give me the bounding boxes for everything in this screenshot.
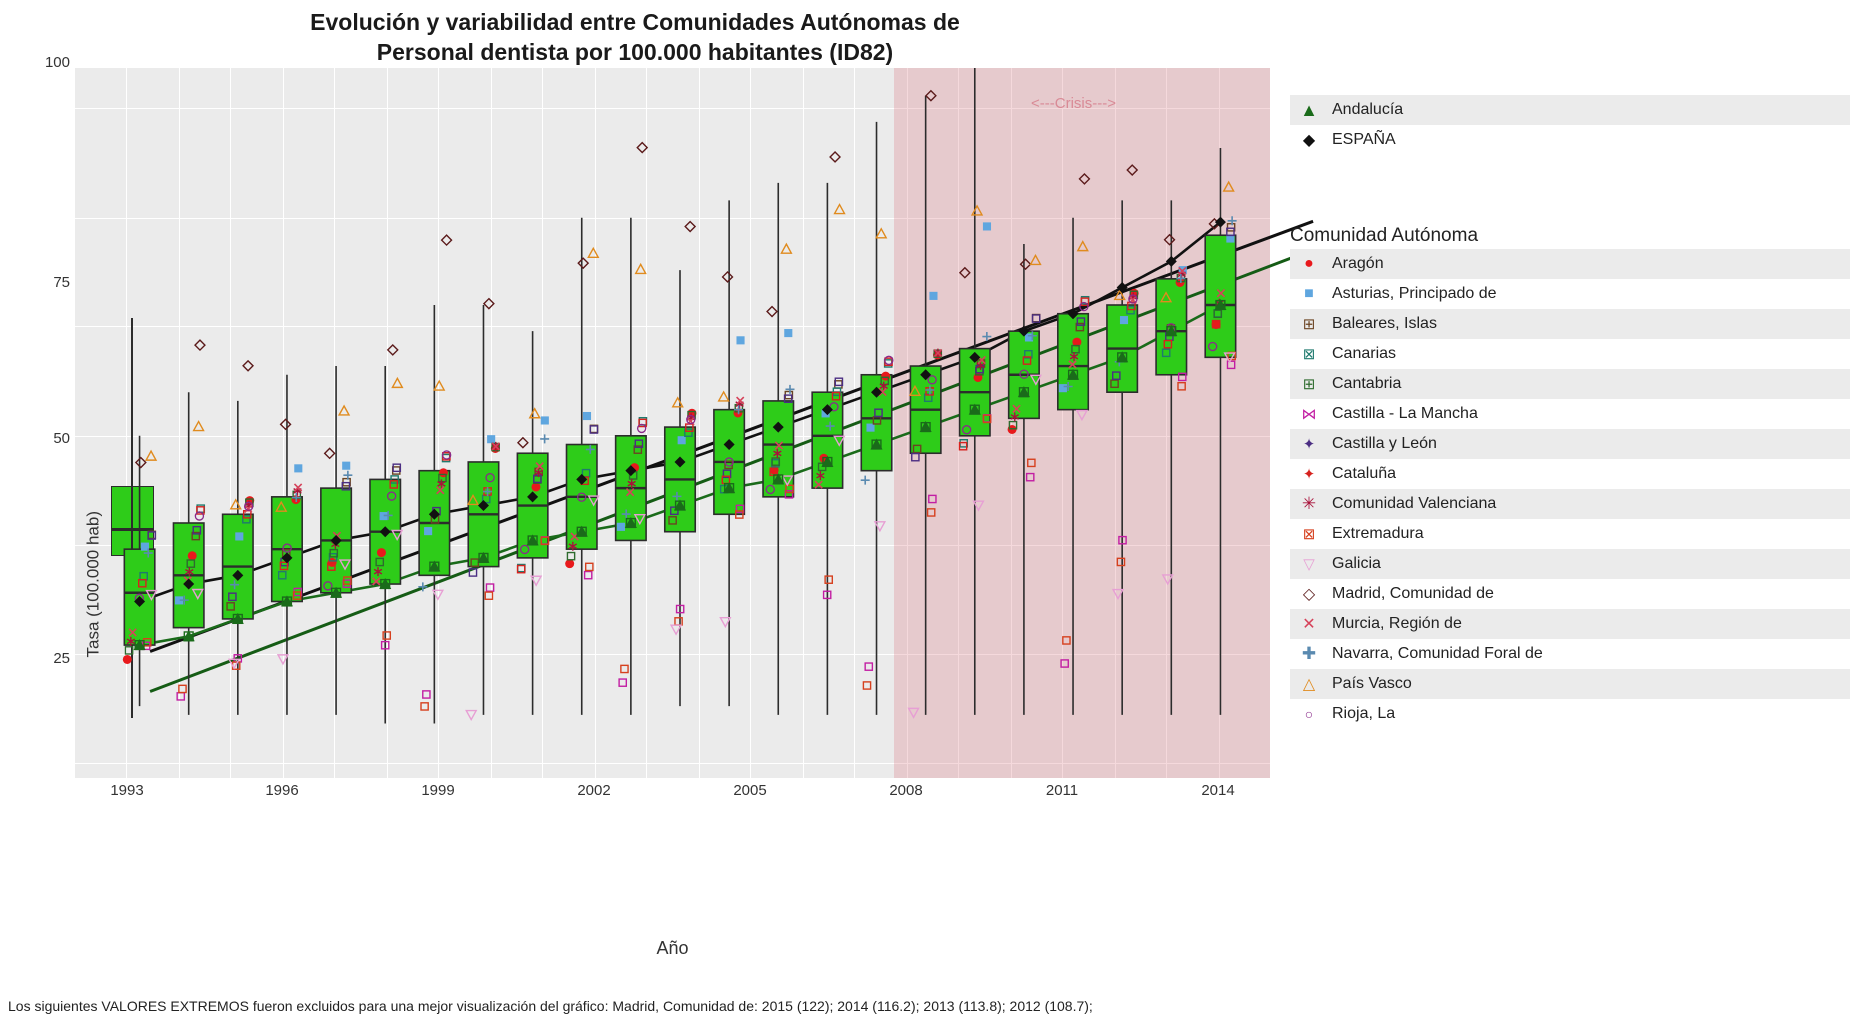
legend-item-pais-vasco[interactable]: △ País Vasco xyxy=(1290,669,1850,699)
legend-block-lines: ▲ Andalucía ◆ ESPAÑA xyxy=(1290,95,1850,187)
legend-item-rioja[interactable]: ○ Rioja, La xyxy=(1290,699,1850,729)
legend-item-baleares[interactable]: ⊞ Baleares, Islas xyxy=(1290,309,1850,339)
x-axis-title: Año xyxy=(75,938,1270,959)
legend-label-madrid: Madrid, Comunidad de xyxy=(1332,585,1494,603)
x-square-red-icon: ⊠ xyxy=(1294,525,1324,543)
plus-diamond-outline-icon: ✦ xyxy=(1294,465,1324,483)
legend-label-pais-vasco: País Vasco xyxy=(1332,675,1412,693)
plot-area: <---Crisis---> 100 75 50 25 xyxy=(75,68,1270,778)
legend-item-valenciana[interactable]: ✳ Comunidad Valenciana xyxy=(1290,489,1850,519)
plus-diamond-icon: ✦ xyxy=(1294,435,1324,453)
legend-label-asturias: Asturias, Principado de xyxy=(1332,285,1497,303)
legend-label-canarias: Canarias xyxy=(1332,345,1396,363)
plus-icon: ✚ xyxy=(1294,644,1324,664)
legend-label-valenciana: Comunidad Valenciana xyxy=(1332,495,1496,513)
legend-label-extremadura: Extremadura xyxy=(1332,525,1424,543)
y-tick-25: 25 xyxy=(35,650,70,667)
gridline-v xyxy=(438,68,439,778)
gridline-v xyxy=(230,68,231,778)
asterisk-icon: ✳ xyxy=(1294,494,1324,514)
legend-item-madrid[interactable]: ◇ Madrid, Comunidad de xyxy=(1290,579,1850,609)
triangle-down-icon: ▽ xyxy=(1294,555,1324,573)
gridline-v xyxy=(646,68,647,778)
y-tick-50: 50 xyxy=(35,430,70,447)
legend-block-comunidades: Comunidad Autónoma ● Aragón ■ Asturias, … xyxy=(1290,225,1850,729)
crisis-label: <---Crisis---> xyxy=(1031,95,1116,112)
diamond-icon: ◆ xyxy=(1294,130,1324,150)
gridline-v xyxy=(334,68,335,778)
triangle-icon: ▲ xyxy=(1294,100,1324,121)
y-tick-75: 75 xyxy=(35,274,70,291)
x-tick-2011: 2011 xyxy=(1046,782,1078,799)
legend-label-cantabria: Cantabria xyxy=(1332,375,1401,393)
gridline-v xyxy=(387,68,388,778)
chart-title: Evolución y variabilidad entre Comunidad… xyxy=(0,8,1270,68)
x-square-icon: ⊠ xyxy=(1294,345,1324,363)
legend-label-andalucia: Andalucía xyxy=(1332,101,1403,119)
gridline-v xyxy=(179,68,180,778)
square-icon: ■ xyxy=(1294,285,1324,303)
legend-item-espana[interactable]: ◆ ESPAÑA xyxy=(1290,125,1850,155)
gridline-v xyxy=(126,68,127,778)
legend-label-navarra: Navarra, Comunidad Foral de xyxy=(1332,645,1543,663)
y-axis-title: Tasa (100.000 hab) xyxy=(83,511,103,658)
legend-section-title: Comunidad Autónoma xyxy=(1290,225,1850,247)
legend-item-aragon[interactable]: ● Aragón xyxy=(1290,249,1850,279)
legend-item-galicia[interactable]: ▽ Galicia xyxy=(1290,549,1850,579)
triangle-outline-icon: △ xyxy=(1294,674,1324,694)
legend-label-castilla-leon: Castilla y León xyxy=(1332,435,1437,453)
x-tick-2014: 2014 xyxy=(1201,782,1234,799)
x-tick-2005: 2005 xyxy=(733,782,766,799)
diamond-outline-icon: ◇ xyxy=(1294,584,1324,604)
legend-item-castilla-leon[interactable]: ✦ Castilla y León xyxy=(1290,429,1850,459)
x-tick-2008: 2008 xyxy=(889,782,922,799)
legend-item-andalucia[interactable]: ▲ Andalucía xyxy=(1290,95,1850,125)
crisis-band xyxy=(894,68,1270,778)
legend-item-navarra[interactable]: ✚ Navarra, Comunidad Foral de xyxy=(1290,639,1850,669)
legend-label-espana: ESPAÑA xyxy=(1332,131,1396,149)
legend-item-cantabria[interactable]: ⊞ Cantabria xyxy=(1290,369,1850,399)
legend-label-murcia: Murcia, Región de xyxy=(1332,615,1462,633)
square-cross-icon: ⊞ xyxy=(1294,315,1324,333)
x-tick-2002: 2002 xyxy=(577,782,610,799)
gridline-v xyxy=(542,68,543,778)
hourglass-icon: ⋈ xyxy=(1294,405,1324,423)
gridline-v xyxy=(750,68,751,778)
circle-outline-icon: ○ xyxy=(1294,706,1324,722)
legend-item-cataluna[interactable]: ✦ Cataluña xyxy=(1290,459,1850,489)
chart-container: Evolución y variabilidad entre Comunidad… xyxy=(0,0,1870,1022)
circle-icon: ● xyxy=(1294,255,1324,273)
gridline-v xyxy=(491,68,492,778)
gridline-v xyxy=(283,68,284,778)
legend-label-rioja: Rioja, La xyxy=(1332,705,1395,723)
x-tick-1999: 1999 xyxy=(421,782,454,799)
x-tick-1993: 1993 xyxy=(110,782,143,799)
legend-label-cataluna: Cataluña xyxy=(1332,465,1396,483)
gridline-v xyxy=(595,68,596,778)
legend-item-asturias[interactable]: ■ Asturias, Principado de xyxy=(1290,279,1850,309)
legend-label-castilla-mancha: Castilla - La Mancha xyxy=(1332,405,1478,423)
legend-label-baleares: Baleares, Islas xyxy=(1332,315,1437,333)
legend-label-galicia: Galicia xyxy=(1332,555,1381,573)
legend-item-murcia[interactable]: ✕ Murcia, Región de xyxy=(1290,609,1850,639)
whisker-1993 xyxy=(131,318,133,718)
gridline-v xyxy=(803,68,804,778)
legend-item-castilla-mancha[interactable]: ⋈ Castilla - La Mancha xyxy=(1290,399,1850,429)
x-tick-1996: 1996 xyxy=(265,782,298,799)
plus-square-icon: ⊞ xyxy=(1294,375,1324,393)
gridline-v xyxy=(699,68,700,778)
legend-label-aragon: Aragón xyxy=(1332,255,1384,273)
footnote-text: Los siguientes VALORES EXTREMOS fueron e… xyxy=(8,998,1093,1014)
legend-item-extremadura[interactable]: ⊠ Extremadura xyxy=(1290,519,1850,549)
x-icon: ✕ xyxy=(1294,614,1324,634)
legend-item-canarias[interactable]: ⊠ Canarias xyxy=(1290,339,1850,369)
y-tick-100: 100 xyxy=(35,54,70,71)
